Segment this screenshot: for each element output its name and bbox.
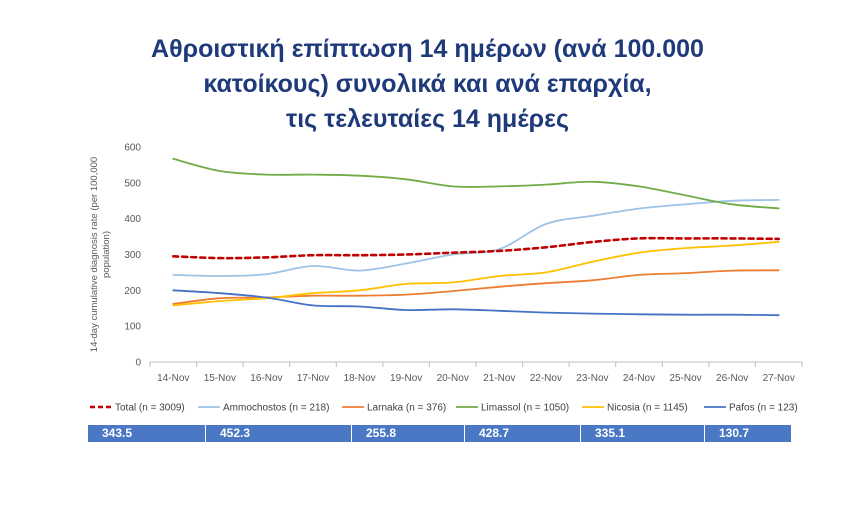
legend-label-4: Nicosia (n = 1145) bbox=[607, 403, 688, 414]
x-tick-label-4: 18-Nov bbox=[343, 373, 375, 384]
x-tick-label-2: 16-Nov bbox=[250, 373, 282, 384]
legend-label-0: Total (n = 3009) bbox=[115, 403, 185, 414]
y-tick-label-3: 300 bbox=[124, 250, 141, 261]
x-tick-label-8: 22-Nov bbox=[530, 373, 562, 384]
legend-label-1: Ammochostos (n = 218) bbox=[223, 403, 329, 414]
x-tick-label-3: 17-Nov bbox=[297, 373, 329, 384]
title-line-3: τις τελευταίες 14 ημέρες bbox=[286, 105, 569, 133]
series-line-5 bbox=[172, 289, 780, 317]
summary-larnaka: 255.8 bbox=[352, 425, 465, 442]
y-tick-label-5: 500 bbox=[124, 178, 141, 189]
y-tick-label-4: 400 bbox=[124, 214, 141, 225]
x-tick-label-5: 19-Nov bbox=[390, 373, 422, 384]
y-tick-label-1: 100 bbox=[124, 322, 141, 333]
y-tick-label-0: 0 bbox=[135, 358, 141, 369]
summary-pafos: 130.7 bbox=[719, 426, 750, 440]
summary-limassol: 428.7 bbox=[465, 425, 581, 442]
series-line-3 bbox=[172, 157, 780, 210]
y-axis-label-line-1: population) bbox=[101, 231, 112, 278]
summary-bar: 343.5 452.3 255.8 428.7 335.1 130.7 bbox=[88, 425, 791, 442]
series-line-0 bbox=[172, 236, 780, 260]
legend-label-5: Pafos (n = 123) bbox=[729, 403, 798, 414]
x-tick-label-6: 20-Nov bbox=[437, 373, 469, 384]
summary-total: 343.5 bbox=[88, 425, 206, 442]
x-tick-label-1: 15-Nov bbox=[204, 373, 236, 384]
summary-ammochostos: 452.3 bbox=[206, 425, 352, 442]
legend-label-3: Limassol (n = 1050) bbox=[481, 403, 569, 414]
y-axis-label-line-0: 14-day cumulative diagnosis rate (per 10… bbox=[89, 157, 100, 352]
y-tick-label-2: 200 bbox=[124, 286, 141, 297]
y-tick-label-6: 600 bbox=[124, 143, 141, 154]
summary-nicosia: 335.1 bbox=[581, 425, 705, 442]
x-tick-label-0: 14-Nov bbox=[157, 373, 189, 384]
x-tick-label-11: 25-Nov bbox=[669, 373, 701, 384]
title-line-1: Αθροιστική επίπτωση 14 ημέρων (ανά 100.0… bbox=[151, 35, 704, 63]
x-tick-label-7: 21-Nov bbox=[483, 373, 515, 384]
chart-title: Αθροιστική επίπτωση 14 ημέρων (ανά 100.0… bbox=[60, 32, 795, 137]
x-tick-label-13: 27-Nov bbox=[763, 373, 795, 384]
title-line-2: κατοίκους) συνολικά και ανά επαρχία, bbox=[203, 70, 652, 98]
x-tick-label-9: 23-Nov bbox=[576, 373, 608, 384]
x-tick-label-12: 26-Nov bbox=[716, 373, 748, 384]
legend-label-2: Larnaka (n = 376) bbox=[367, 403, 446, 414]
x-tick-label-10: 24-Nov bbox=[623, 373, 655, 384]
